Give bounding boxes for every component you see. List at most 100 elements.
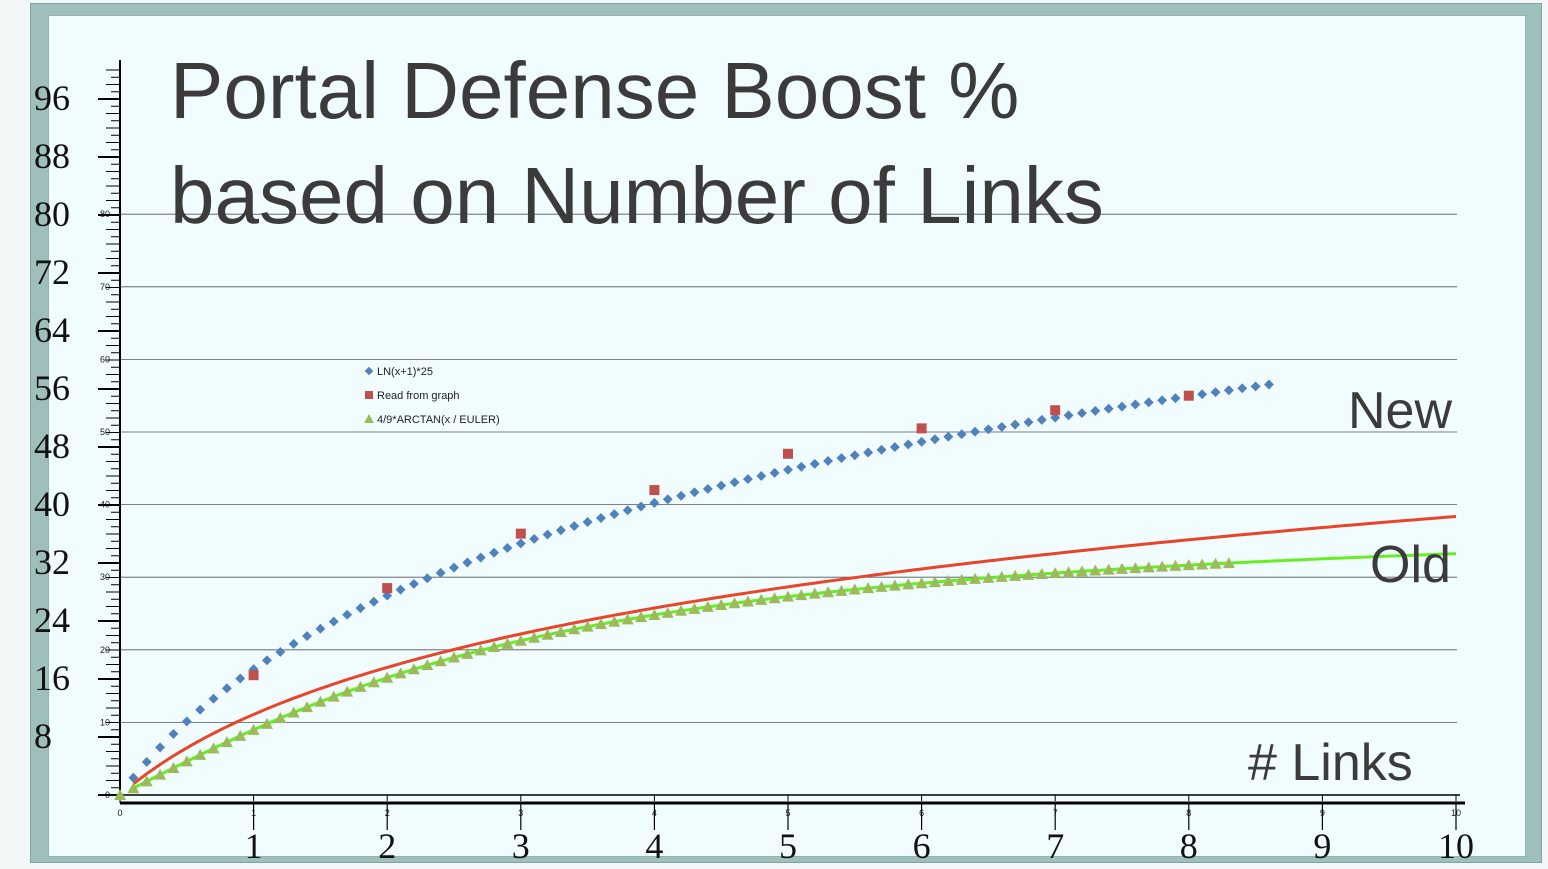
ln-point	[208, 693, 219, 704]
ln-point	[756, 470, 767, 481]
old-curve-label: Old	[1370, 536, 1451, 594]
arctan-point	[635, 611, 648, 623]
arctan-point	[1182, 559, 1195, 571]
ln-point	[1157, 395, 1168, 406]
legend: LN(x+1)*25 Read from graph 4/9*ARCTAN(x …	[364, 366, 500, 426]
arctan-point	[594, 618, 607, 630]
ln-point	[422, 573, 433, 584]
ln-point	[596, 513, 606, 523]
arctan-point	[501, 637, 514, 649]
arctan-point	[795, 589, 808, 601]
y-tick-label-inner: 10	[100, 717, 110, 727]
ln-point	[702, 483, 713, 494]
ln-point	[1023, 417, 1034, 428]
y-tick-label-inner: 30	[100, 572, 110, 582]
arctan-point	[741, 595, 754, 607]
arctan-point	[1022, 568, 1035, 580]
arctan-point	[367, 676, 380, 688]
ln-point	[569, 521, 580, 532]
old-curve-line	[132, 515, 1457, 786]
y-ruler-label: 32	[34, 542, 70, 582]
read-point	[382, 583, 393, 594]
ln-point	[956, 429, 967, 440]
ln-point	[128, 772, 139, 783]
ln-point	[930, 434, 940, 445]
arctan-point	[514, 634, 527, 646]
ln-point	[622, 505, 633, 516]
x-tick-label-big: 9	[1313, 826, 1331, 866]
y-ruler-label: 24	[34, 600, 70, 640]
arctan-point	[688, 602, 701, 614]
arctan-point	[381, 671, 394, 683]
y-ruler-label: 8	[34, 716, 52, 756]
ln-point	[449, 562, 459, 573]
ln-point	[342, 609, 353, 620]
arctan-point	[220, 736, 233, 748]
arctan-point	[902, 578, 915, 590]
arctan-point	[1169, 559, 1182, 571]
ln-point	[1063, 410, 1074, 421]
ln-point	[288, 638, 299, 649]
y-tick-label-inner: 20	[100, 645, 110, 655]
ln-point	[181, 716, 192, 727]
ln-point	[970, 426, 980, 437]
ln-point	[155, 742, 166, 753]
ln-point	[809, 458, 820, 469]
arctan-point	[1035, 567, 1048, 579]
ln-point	[1197, 389, 1208, 400]
arctan-point	[407, 663, 420, 675]
ln-point	[489, 547, 500, 558]
arctan-point	[835, 584, 848, 596]
chart-title-line2: based on Number of Links	[170, 151, 1104, 240]
arctan-point	[862, 582, 875, 594]
read-point	[649, 485, 660, 496]
arctan-point	[1089, 564, 1102, 576]
arctan-point	[341, 685, 354, 697]
y-tick-label-inner: 70	[100, 282, 110, 292]
y-ruler-label: 72	[34, 252, 70, 292]
arctan-point	[942, 574, 955, 586]
x-tick-label-big: 6	[913, 826, 931, 866]
ln-point	[542, 529, 553, 540]
ln-point	[729, 477, 740, 488]
ln-point	[836, 453, 847, 464]
arctan-point	[782, 590, 794, 602]
x-axis-title: # Links	[1248, 734, 1413, 792]
ln-point	[315, 623, 326, 634]
arctan-point	[701, 600, 714, 612]
ln-point	[1103, 403, 1114, 414]
new-curve-label: New	[1348, 382, 1452, 440]
arctan-point	[1142, 561, 1155, 573]
arctan-point	[1102, 563, 1115, 575]
arctan-point	[274, 712, 287, 724]
ln-point	[368, 596, 379, 607]
ln-point	[889, 442, 900, 453]
arctan-point	[528, 631, 541, 643]
ln-point	[1237, 383, 1248, 394]
ln-point	[649, 497, 660, 508]
y-ruler-label: 96	[34, 78, 70, 118]
legend-marker-diamond	[364, 366, 374, 376]
ln-point	[742, 474, 753, 485]
y-tick-label-inner: 60	[100, 354, 110, 364]
arctan-point	[1009, 569, 1022, 581]
legend-label-read: Read from graph	[377, 390, 460, 402]
chart-title-line1: Portal Defense Boost %	[170, 46, 1019, 135]
y-ruler-label: 48	[34, 426, 70, 466]
arctan-point	[648, 608, 661, 620]
ln-point	[996, 421, 1007, 432]
arctan-point	[875, 580, 888, 592]
arctan-point	[154, 768, 167, 780]
arctan-point	[675, 604, 688, 616]
ln-point	[1170, 393, 1181, 404]
read-point	[783, 448, 793, 459]
ln-point	[1210, 387, 1221, 398]
x-tick-label-big: 7	[1046, 826, 1064, 866]
ln-point	[1010, 419, 1021, 430]
ln-point	[462, 557, 473, 568]
arctan-point	[715, 599, 728, 611]
ln-point	[355, 603, 366, 614]
y-ruler-label: 40	[34, 484, 70, 524]
ln-point	[1223, 385, 1234, 396]
